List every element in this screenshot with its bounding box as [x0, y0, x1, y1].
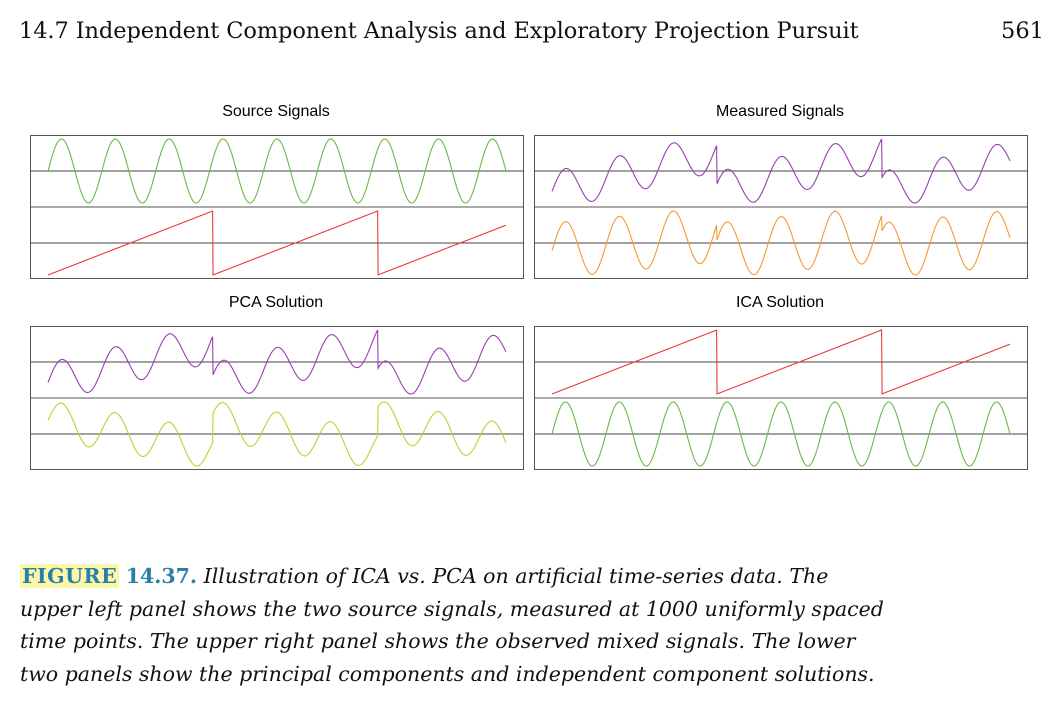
caption-figure-number: 14.37. [125, 564, 198, 588]
running-header-title: 14.7 Independent Component Analysis and … [19, 18, 859, 44]
panel-title-source: Source Signals [222, 103, 330, 120]
panel-title-measured: Measured Signals [715, 103, 845, 120]
panel-title-ica: ICA Solution [735, 294, 825, 311]
page-number: 561 [1001, 18, 1044, 44]
caption-line-3: time points. The upper right panel shows… [20, 629, 856, 653]
signal-series-1 [551, 329, 1011, 395]
panel-source-signals [30, 135, 524, 279]
signal-series-1 [551, 138, 1011, 204]
panel-title-pca: PCA Solution [228, 294, 324, 311]
caption-line-2: upper left panel shows the two source si… [20, 596, 884, 621]
figure-caption: FIGURE 14.37. Illustration of ICA vs. PC… [20, 560, 1032, 690]
panel-ica-solution [534, 326, 1028, 470]
signal-series-2 [551, 210, 1011, 276]
caption-line-4: two panels show the principal components… [20, 661, 875, 686]
signal-series-2 [47, 210, 507, 276]
page-header: 14.7 Independent Component Analysis and … [19, 18, 1044, 52]
panel-measured-signals [534, 135, 1028, 279]
signal-series-2 [47, 401, 507, 467]
caption-figure-label: FIGURE [20, 564, 120, 588]
signal-series-1 [47, 329, 507, 395]
panel-pca-solution [30, 326, 524, 470]
signal-series-1 [47, 138, 507, 204]
caption-line-1: FIGURE 14.37. Illustration of ICA vs. PC… [20, 560, 1032, 593]
caption-text-1: Illustration of ICA vs. PCA on artificia… [203, 564, 829, 588]
signal-series-2 [551, 401, 1011, 467]
